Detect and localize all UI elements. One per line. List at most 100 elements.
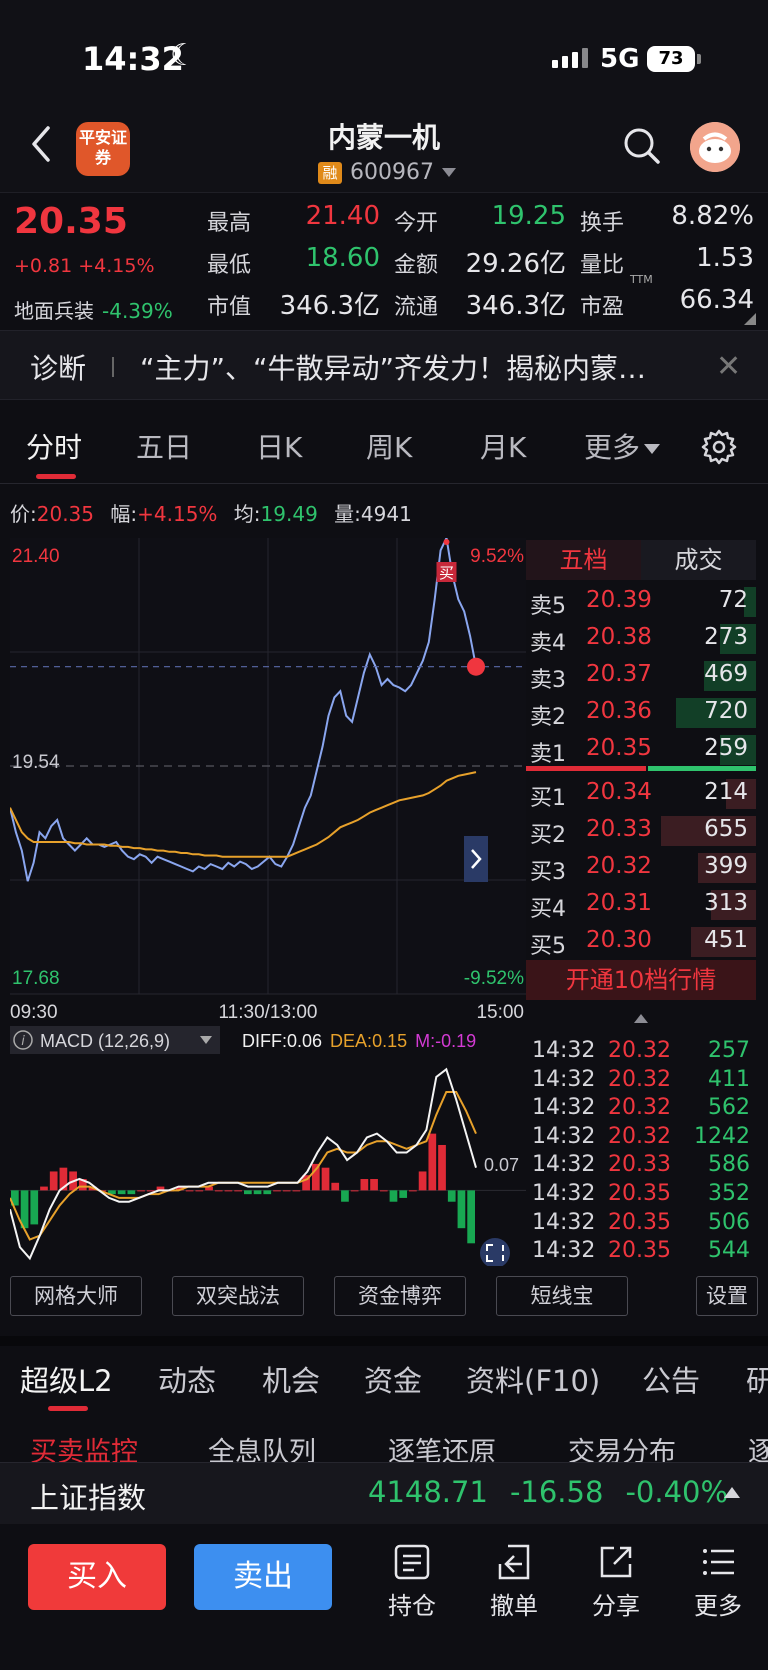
- ask-row[interactable]: 卖4 20.38 273: [526, 621, 756, 657]
- quote-label-pe: 市盈: [580, 295, 625, 320]
- search-icon[interactable]: [622, 126, 662, 166]
- x-label-open: 09:30: [10, 1002, 58, 1023]
- diagnosis-tag: 诊断: [30, 352, 87, 385]
- side-arrow-button: [464, 836, 488, 882]
- tab-dynamics[interactable]: 动态: [158, 1364, 217, 1398]
- bid-level-label: 买5: [530, 934, 566, 959]
- news-ticker[interactable]: 诊断 “主力”、“牛散异动”齐发力！揭秘内蒙… ✕: [0, 330, 768, 400]
- positions-label: 持仓: [388, 1592, 436, 1620]
- macd-histogram-bar: [205, 1186, 213, 1191]
- tab-five-levels[interactable]: 五档: [526, 540, 641, 580]
- ask-volume-bar: [676, 698, 756, 728]
- cancel-order-button[interactable]: 撤单: [474, 1542, 554, 1621]
- tab-trades[interactable]: 成交: [674, 546, 723, 574]
- bid-row[interactable]: 买5 20.30 451: [526, 924, 756, 960]
- trade-row: 14:32 20.35 506: [532, 1210, 756, 1238]
- macd-histogram-bar: [409, 1190, 417, 1192]
- ask-level-label: 卖5: [530, 594, 566, 619]
- open-10-level-button[interactable]: 开通10档行情: [526, 960, 756, 1000]
- positions-button[interactable]: 持仓: [372, 1542, 452, 1621]
- tab-research[interactable]: 研: [746, 1364, 768, 1398]
- tab-opportunity[interactable]: 机会: [262, 1364, 321, 1398]
- trade-volume: 257: [708, 1038, 750, 1063]
- double-breakout-button[interactable]: 双突战法: [172, 1276, 304, 1316]
- share-button[interactable]: 分享: [576, 1542, 656, 1621]
- chevron-up-icon[interactable]: [724, 1487, 740, 1498]
- quote-value-float: 346.3亿: [465, 291, 566, 321]
- macd-histogram-bar: [185, 1190, 194, 1192]
- bid-row[interactable]: 买3 20.32 399: [526, 850, 756, 886]
- quote-label-high: 最高: [207, 211, 252, 236]
- fund-game-button[interactable]: 资金博弈: [334, 1276, 466, 1316]
- grid-master-button[interactable]: 网格大师: [10, 1276, 142, 1316]
- tab-tick-replay[interactable]: 逐笔还原: [388, 1437, 496, 1464]
- bid-price: 20.32: [586, 853, 652, 879]
- ask-row[interactable]: 卖3 20.37 469: [526, 658, 756, 694]
- buy-button[interactable]: 买入: [28, 1544, 166, 1610]
- tab-more[interactable]: 更多: [584, 426, 661, 466]
- more-button[interactable]: 更多: [678, 1542, 758, 1621]
- active-tab-indicator: [48, 1406, 88, 1411]
- quote-value-high: 21.40: [305, 201, 380, 231]
- corner-expand-icon[interactable]: [744, 313, 756, 325]
- trade-volume: 544: [708, 1238, 750, 1264]
- gear-icon[interactable]: [700, 428, 738, 466]
- tab-five-day[interactable]: 五日: [136, 431, 193, 464]
- trade-row: 14:32 20.35 352: [532, 1181, 756, 1209]
- sector-row[interactable]: 地面兵装 -4.39%: [14, 295, 173, 324]
- tab-trade-distribution[interactable]: 交易分布: [568, 1437, 676, 1464]
- tab-funds[interactable]: 资金: [364, 1364, 423, 1398]
- tab-order-queue[interactable]: 全息队列: [208, 1437, 316, 1464]
- tab-daily-k[interactable]: 日K: [256, 431, 303, 464]
- macd-dea-line: [10, 1091, 477, 1241]
- tab-intraday[interactable]: 分时: [26, 431, 83, 464]
- tab-monthly-k[interactable]: 月K: [480, 431, 527, 464]
- news-headline[interactable]: “主力”、“牛散异动”齐发力！揭秘内蒙…: [140, 352, 647, 385]
- macd-histogram-bar: [117, 1190, 126, 1195]
- ask-volume: 469: [704, 661, 748, 687]
- y-label-bottom: 17.68: [12, 968, 60, 989]
- ask-row[interactable]: 卖1 20.35 259: [526, 732, 756, 768]
- tab-super-l2[interactable]: 超级L2: [20, 1364, 113, 1398]
- ask-price: 20.39: [586, 587, 652, 613]
- bid-volume-bar: [711, 890, 756, 920]
- macd-histogram-bar: [59, 1167, 68, 1191]
- chevron-right-icon: [471, 849, 482, 869]
- index-name: 上证指数: [30, 1481, 147, 1515]
- info-price: 价:20.35: [10, 502, 94, 526]
- bid-row[interactable]: 买4 20.31 313: [526, 887, 756, 923]
- x-label-close: 15:00: [476, 1002, 524, 1023]
- intraday-chart[interactable]: 买 21.40 19.54 17.68 9.52% -9.52% 09:30 1…: [10, 538, 526, 1266]
- macd-histogram-bar: [360, 1179, 369, 1191]
- tab-f10[interactable]: 资料(F10): [466, 1364, 601, 1398]
- info-range-label: 幅:: [110, 502, 138, 526]
- back-arrow-icon[interactable]: [26, 122, 56, 166]
- short-term-button[interactable]: 短线宝: [496, 1276, 628, 1316]
- tab-more-sub[interactable]: 逐: [748, 1437, 768, 1464]
- tab-announcements[interactable]: 公告: [642, 1364, 701, 1398]
- ask-row[interactable]: 卖2 20.36 720: [526, 695, 756, 731]
- settings-button[interactable]: 设置: [696, 1276, 758, 1316]
- macd-histogram-bar: [108, 1190, 116, 1195]
- stock-code-row[interactable]: 融 600967: [318, 160, 456, 185]
- tab-trade-monitor[interactable]: 买卖监控: [30, 1437, 138, 1464]
- chart-canvas[interactable]: 买 21.40 19.54 17.68 9.52% -9.52% 09:30 1…: [10, 538, 526, 1266]
- trade-volume: 562: [708, 1095, 750, 1121]
- quote-label-float: 流通: [394, 295, 439, 320]
- sell-button[interactable]: 卖出: [194, 1544, 332, 1610]
- ask-volume: 273: [704, 624, 748, 650]
- bid-row[interactable]: 买1 20.34 214: [526, 776, 756, 812]
- quote-label-open: 今开: [394, 211, 439, 236]
- trade-time: 14:32: [532, 1209, 596, 1235]
- ask-row[interactable]: 卖5 20.39 72: [526, 584, 756, 620]
- bid-row[interactable]: 买2 20.33 655: [526, 813, 756, 849]
- close-icon[interactable]: ✕: [716, 349, 742, 384]
- broker-logo[interactable]: 平安证券: [76, 122, 130, 176]
- index-bar[interactable]: 上证指数 4148.71 -16.58 -0.40%: [0, 1462, 768, 1524]
- tab-weekly-k[interactable]: 周K: [366, 431, 413, 464]
- bid-level-label: 买3: [530, 860, 566, 885]
- avatar[interactable]: [690, 122, 740, 172]
- quote-value-turnover: 8.82%: [671, 201, 754, 231]
- bid-volume-bar: [726, 779, 756, 809]
- chevron-up-icon[interactable]: [634, 1014, 648, 1023]
